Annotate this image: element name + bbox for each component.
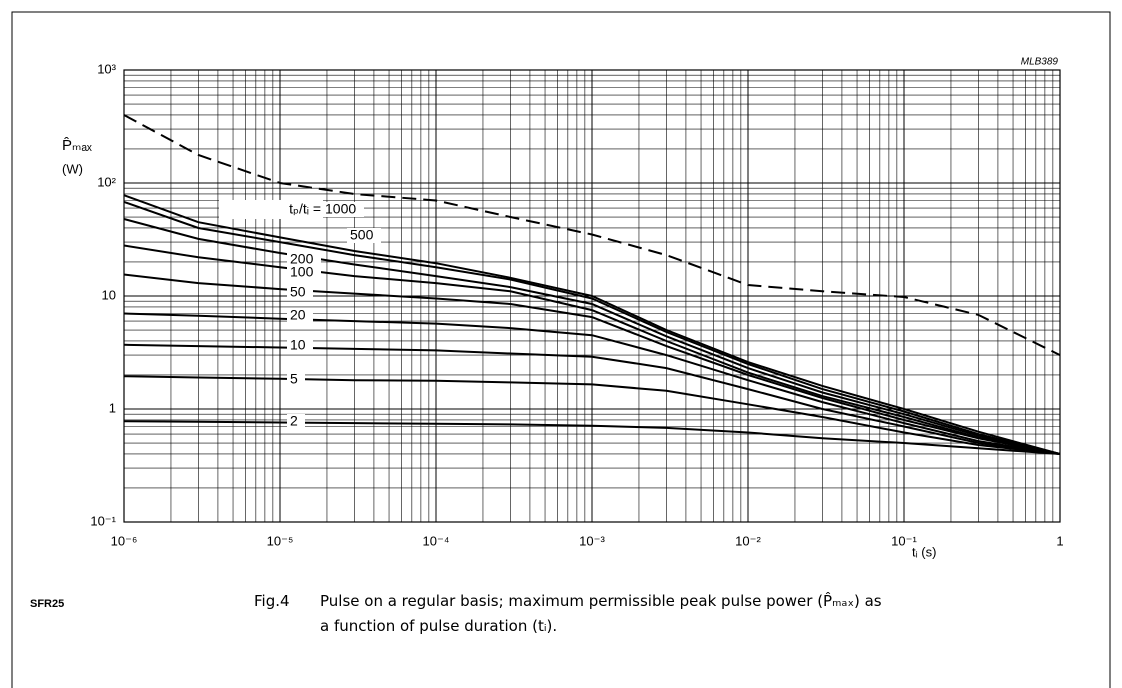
plot-frame (123, 69, 1061, 523)
label-background (287, 372, 305, 387)
series-line (123, 273, 1061, 455)
figure-code: MLB389 (1021, 57, 1059, 68)
series-label: 10 (290, 337, 306, 353)
x-tick-label: 10⁻³ (579, 533, 605, 548)
y-tick-label: 1 (109, 400, 116, 415)
series-line (123, 312, 1061, 455)
series-label: 5 (290, 371, 298, 387)
series-label: 500 (350, 227, 374, 243)
y-tick-label: 10³ (97, 61, 116, 76)
caption-line: a function of pulse duration (tᵢ). (320, 617, 558, 635)
label-background (287, 265, 321, 280)
label-background (287, 308, 313, 323)
series-line (123, 200, 1061, 455)
caption-figure: Fig.4 (254, 592, 290, 610)
frame (11, 11, 1111, 688)
series-line (123, 218, 1061, 455)
series-line (123, 375, 1061, 455)
x-tick-label: 10⁻² (735, 533, 761, 548)
series-label: 1000 (325, 201, 356, 217)
x-tick-label: 10⁻⁵ (267, 533, 294, 548)
y-tick-label: 10⁻¹ (90, 513, 116, 528)
series-label: 200 (290, 251, 314, 267)
x-tick-label: 10⁻¹ (891, 533, 917, 548)
label-background (287, 338, 313, 353)
x-axis-label: tᵢ (s) (912, 544, 936, 559)
label-background (322, 202, 364, 217)
y-tick-label: 10 (102, 287, 116, 302)
x-tick-label: 1 (1056, 533, 1063, 548)
label-background (287, 252, 321, 267)
caption-line: Pulse on a regular basis; maximum permis… (320, 592, 882, 610)
label-background (287, 285, 313, 300)
y-axis-label: P̂ₘₐₓ (62, 136, 92, 153)
series-line (123, 343, 1061, 455)
label-background (347, 228, 381, 243)
series-line (123, 420, 1061, 455)
x-tick-label: 10⁻⁶ (111, 533, 138, 548)
series-line (123, 244, 1061, 455)
part-number: SFR25 (30, 598, 64, 610)
label-background (287, 414, 305, 429)
y-axis-unit: (W) (62, 161, 83, 176)
series-label: 50 (290, 284, 306, 300)
series-label: 20 (290, 307, 306, 323)
x-tick-label: 10⁻⁴ (423, 533, 450, 548)
series-line (123, 114, 1061, 356)
series-line (123, 194, 1061, 455)
label-background (219, 200, 323, 219)
y-tick-label: 10² (97, 174, 116, 189)
series-label: 100 (290, 264, 314, 280)
series-label: 2 (290, 413, 298, 429)
annotation: tₚ/tᵢ = (289, 201, 321, 217)
